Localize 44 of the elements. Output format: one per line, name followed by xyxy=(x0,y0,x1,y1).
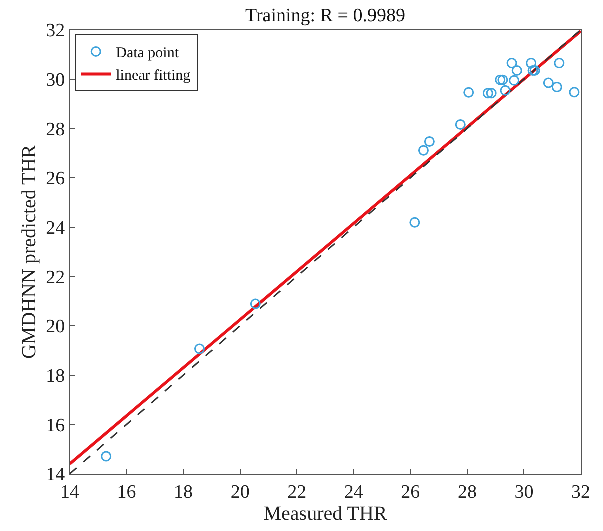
point xyxy=(495,74,506,86)
legend-label: Data point xyxy=(116,46,180,62)
point xyxy=(498,74,508,86)
point xyxy=(101,451,112,462)
legend-label: linear fitting xyxy=(116,68,192,84)
point xyxy=(418,145,429,156)
x-tick-label: 32 xyxy=(572,482,590,503)
point xyxy=(543,78,554,88)
point xyxy=(509,75,520,86)
y-tick-label: 24 xyxy=(46,218,66,239)
point xyxy=(506,58,518,69)
point xyxy=(250,298,261,310)
y-tick-label: 16 xyxy=(46,415,66,436)
x-tick-label: 28 xyxy=(458,482,477,503)
point xyxy=(455,119,466,130)
x-tick-label: 22 xyxy=(288,482,307,503)
x-tick-label: 16 xyxy=(117,482,136,503)
point xyxy=(500,85,511,96)
y-tick-label: 32 xyxy=(46,20,66,42)
x-tick-label: 24 xyxy=(344,482,364,503)
y-tick-label: 18 xyxy=(46,366,66,387)
point xyxy=(512,65,522,76)
y-axis-title: GMDHNN predicted THR xyxy=(18,144,41,360)
x-tick-label: 30 xyxy=(514,482,534,503)
y-tick-label: 30 xyxy=(46,70,66,91)
x-tick-label: 18 xyxy=(174,482,194,503)
point xyxy=(410,217,420,228)
y-tick-label: 22 xyxy=(46,267,66,288)
x-axis-title: Measured THR xyxy=(264,502,388,525)
point xyxy=(552,82,562,92)
point xyxy=(464,87,474,98)
point xyxy=(554,58,565,69)
point xyxy=(569,87,580,98)
y-tick-label: 26 xyxy=(46,168,66,190)
point xyxy=(526,58,537,69)
chart-title: Training: R = 0.9989 xyxy=(246,5,406,26)
y-tick-label: 20 xyxy=(46,316,66,338)
point xyxy=(486,88,497,99)
x-tick-label: 20 xyxy=(230,482,250,503)
point xyxy=(482,88,494,99)
y-tick-label: 28 xyxy=(46,119,66,140)
point xyxy=(194,344,205,354)
point xyxy=(424,136,435,147)
x-tick-label: 26 xyxy=(401,482,420,503)
